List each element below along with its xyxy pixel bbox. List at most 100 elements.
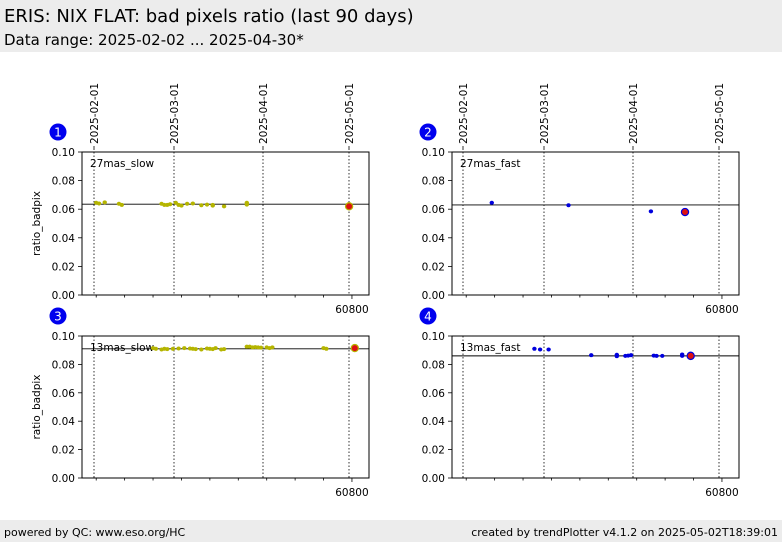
y-tick-label: 0.02 — [52, 445, 75, 457]
latest-data-point — [680, 207, 690, 217]
panel-2: 2025-02-01 2025-03-01 2025-04-01 2025-05-01… — [419, 83, 740, 316]
panel-number-text: 2 — [424, 126, 432, 140]
data-point — [213, 346, 218, 351]
data-point — [679, 353, 685, 358]
data-point — [221, 347, 227, 352]
date-tick-label: 2025-05-01 — [344, 83, 356, 144]
data-point — [654, 353, 659, 358]
data-point — [221, 204, 227, 209]
data-point — [199, 203, 204, 208]
plot-frame — [81, 335, 370, 479]
latest-data-point — [350, 343, 359, 353]
data-point — [176, 346, 181, 351]
data-point — [199, 347, 204, 352]
panel-number-text: 4 — [424, 310, 432, 324]
plot-frame — [451, 151, 740, 296]
panel-3: 0.00 0.02 0.04 0.06 0.08 0.10 ratio_badpix 6080… — [31, 307, 370, 499]
y-tick-label: 0.10 — [52, 147, 75, 159]
x-tick-label: 60800 — [705, 304, 738, 316]
report-header: ERIS: NIX FLAT: bad pixels ratio (last 9… — [0, 0, 782, 52]
data-point — [244, 202, 250, 207]
panel-number-badge — [419, 123, 437, 141]
panel-label: 13mas_fast — [460, 342, 520, 354]
data-point — [165, 347, 170, 352]
y-axis-label: ratio_badpix — [31, 191, 43, 256]
y-tick-label: 0.08 — [52, 176, 75, 188]
y-tick-label: 0.02 — [52, 261, 75, 273]
panel-label: 27mas_slow — [90, 158, 155, 170]
y-tick-label: 0.00 — [52, 290, 75, 302]
x-tick-label: 60800 — [705, 487, 738, 499]
report-title: ERIS: NIX FLAT: bad pixels ratio (last 9… — [4, 6, 414, 27]
data-point — [96, 201, 102, 206]
data-point — [546, 347, 551, 352]
data-point — [102, 200, 107, 205]
y-tick-label: 0.06 — [52, 204, 76, 216]
data-point — [182, 346, 187, 351]
latest-data-point — [686, 351, 695, 361]
data-point — [614, 354, 620, 359]
date-tick-label: 2025-02-01 — [458, 83, 470, 144]
data-point — [170, 346, 176, 351]
panel-number-badge — [419, 307, 437, 325]
panel-number-text: 1 — [54, 126, 62, 140]
data-point — [532, 346, 537, 351]
y-tick-label: 0.02 — [422, 445, 445, 457]
data-point — [119, 202, 124, 207]
y-axis-label: ratio_badpix — [31, 374, 43, 439]
panel-1: 2025-02-01 2025-03-01 2025-04-01 2025-05-01… — [31, 83, 370, 316]
y-tick-label: 0.06 — [52, 388, 76, 400]
data-point — [190, 201, 196, 206]
date-tick-label: 2025-05-01 — [714, 83, 726, 144]
data-point — [258, 345, 264, 350]
y-tick-label: 0.04 — [422, 233, 446, 245]
data-point — [324, 346, 329, 351]
date-tick-label: 2025-03-01 — [539, 83, 551, 144]
date-tick-label: 2025-04-01 — [628, 83, 640, 144]
data-point — [566, 203, 571, 208]
data-point — [660, 353, 665, 358]
data-point — [179, 203, 184, 208]
date-tick-label: 2025-03-01 — [169, 83, 181, 144]
panel-number-text: 3 — [54, 310, 62, 324]
y-tick-label: 0.06 — [422, 204, 446, 216]
y-tick-label: 0.00 — [422, 290, 445, 302]
data-point — [537, 347, 543, 352]
plot-frame — [451, 335, 740, 479]
report-footer: powered by QC: www.eso.org/HC created by… — [0, 520, 782, 542]
footer-powered-by: powered by QC: www.eso.org/HC — [4, 526, 186, 539]
panel-number-badge — [49, 123, 67, 141]
footer-created-by: created by trendPlotter v4.1.2 on 2025-0… — [471, 526, 778, 539]
y-tick-label: 0.10 — [422, 147, 445, 159]
data-point — [489, 200, 494, 205]
data-point — [270, 345, 275, 350]
x-tick-label: 60800 — [335, 487, 368, 499]
y-tick-label: 0.02 — [422, 261, 445, 273]
panel-number-badge — [49, 307, 67, 325]
data-point — [628, 353, 634, 358]
data-point — [210, 202, 215, 207]
data-point — [589, 353, 594, 358]
data-point — [153, 346, 159, 351]
plot-frame — [81, 151, 370, 296]
latest-data-point — [344, 202, 354, 211]
panel-4: 0.00 0.02 0.04 0.06 0.08 0.10 60800 13mas_fast 4 — [419, 307, 740, 499]
data-point — [184, 201, 190, 206]
data-point — [648, 209, 654, 214]
panel-label: 27mas_fast — [460, 158, 520, 170]
data-point — [193, 347, 198, 352]
y-tick-label: 0.00 — [52, 473, 75, 485]
y-tick-label: 0.00 — [422, 473, 445, 485]
y-tick-label: 0.10 — [422, 331, 445, 343]
y-tick-label: 0.04 — [52, 416, 76, 428]
y-tick-label: 0.08 — [52, 359, 75, 371]
y-tick-label: 0.04 — [422, 416, 446, 428]
date-tick-label: 2025-04-01 — [258, 83, 270, 144]
data-range-subtitle: Data range: 2025-02-02 ... 2025-04-30* — [4, 31, 304, 49]
data-point — [204, 202, 210, 207]
y-tick-label: 0.06 — [422, 388, 446, 400]
date-tick-label: 2025-02-01 — [89, 83, 101, 144]
panel-label: 13mas_slow — [90, 342, 155, 354]
y-tick-label: 0.04 — [52, 233, 76, 245]
